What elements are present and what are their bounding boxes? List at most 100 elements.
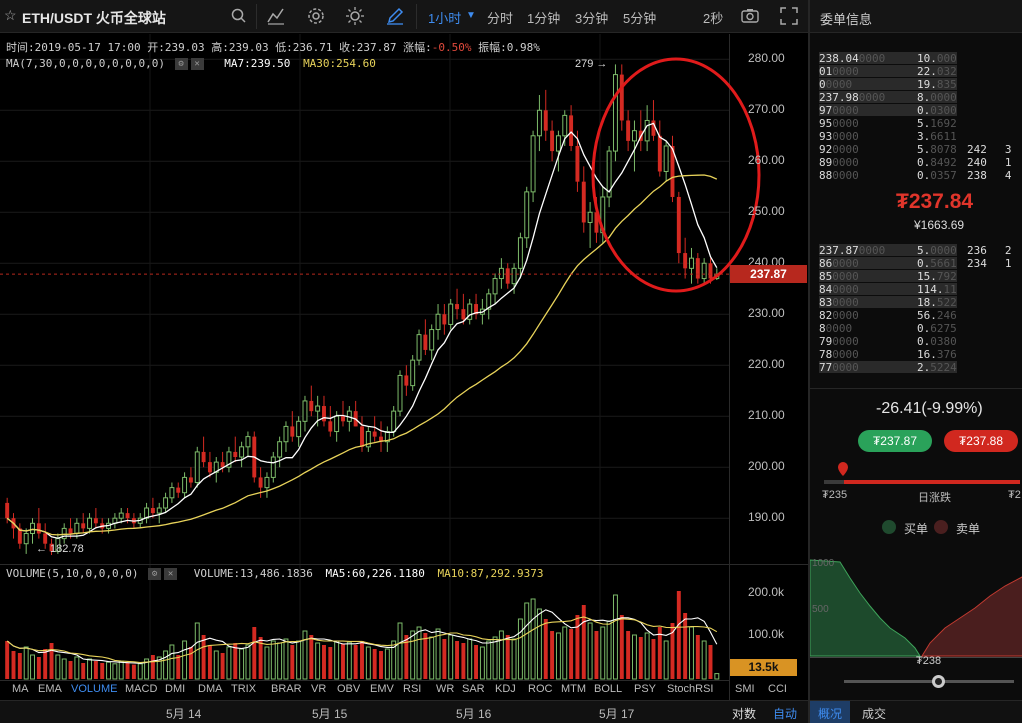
indicator-volume[interactable]: VOLUME: [71, 683, 118, 695]
candle: [233, 451, 238, 458]
close-icon[interactable]: ✕: [164, 568, 178, 580]
indicator-vr[interactable]: VR: [311, 683, 327, 695]
indicator-psy[interactable]: PSY: [634, 683, 657, 695]
location-pin-icon: [838, 462, 848, 476]
candle: [575, 145, 580, 182]
indicator-emv[interactable]: EMV: [370, 683, 394, 695]
buy-price-button[interactable]: ₮237.87: [858, 430, 932, 452]
candle: [309, 400, 314, 412]
candle: [467, 303, 473, 320]
search-icon[interactable]: [229, 6, 249, 26]
indicator-trix[interactable]: TRIX: [231, 683, 257, 695]
kline-chart[interactable]: [0, 34, 808, 700]
indicator-chart-icon[interactable]: [266, 6, 286, 26]
annotation-circle: [591, 57, 761, 293]
volume-bar: [245, 644, 251, 680]
range-label: 日涨跌: [918, 492, 951, 504]
candle: [188, 477, 193, 483]
candle: [555, 135, 561, 152]
symbol-title[interactable]: ETH/USDT 火币全球站: [22, 10, 166, 26]
candle: [474, 304, 479, 315]
refresh-rate[interactable]: 2秒: [703, 11, 724, 26]
chevron-down-icon[interactable]: ▼: [466, 10, 476, 21]
indicator-rsi[interactable]: RSI: [403, 683, 422, 695]
sell-legend: 卖单: [956, 522, 981, 536]
volume-bar: [36, 657, 41, 679]
candle: [264, 476, 270, 489]
indicator-mtm[interactable]: MTM: [561, 683, 587, 695]
indicator-boll[interactable]: BOLL: [594, 683, 623, 695]
volume-bar: [17, 653, 22, 679]
volume-bar: [100, 663, 105, 679]
candle: [612, 74, 618, 152]
vol-axis-label: 200.0k: [748, 585, 785, 599]
candle: [283, 425, 289, 443]
zoom-slider[interactable]: [844, 680, 1014, 683]
ma-legend: MA(7,30,0,0,0,0,0,0,0,0) ⚙ ✕ MA7:239.50 M…: [6, 57, 376, 70]
volume-bar: [695, 635, 700, 679]
close-icon[interactable]: ✕: [190, 58, 204, 70]
volume-bar: [562, 626, 568, 680]
indicator-dmi[interactable]: DMI: [165, 683, 186, 695]
candle: [5, 502, 10, 519]
interval-5m[interactable]: 5分钟: [623, 11, 657, 26]
depth-label: 500: [812, 604, 829, 615]
candle: [631, 130, 637, 142]
settings-icon[interactable]: ⚙: [174, 58, 188, 70]
candle: [328, 421, 333, 432]
volume-bar: [714, 673, 720, 680]
candle: [404, 375, 409, 386]
range-high: ₮2: [1008, 489, 1021, 501]
volume-bar: [517, 618, 523, 680]
candle: [543, 110, 548, 131]
candle: [201, 451, 206, 463]
volume-bar: [239, 648, 245, 680]
volume-bar: [461, 643, 466, 679]
sell-price-button[interactable]: ₮237.88: [944, 430, 1018, 452]
order-row-extra: 242 3: [967, 143, 1012, 156]
current-price-tag: 237.87: [730, 265, 807, 284]
indicator-stochrsi[interactable]: StochRSI: [667, 683, 714, 695]
slider-handle[interactable]: [932, 675, 945, 688]
tab-overview[interactable]: 概况: [818, 707, 843, 721]
interval-3m[interactable]: 3分钟: [575, 11, 609, 26]
star-icon[interactable]: ☆: [4, 7, 17, 23]
interval-1m[interactable]: 1分钟: [527, 11, 561, 26]
tab-trades[interactable]: 成交: [862, 707, 887, 721]
settings-icon[interactable]: ⚙: [148, 568, 162, 580]
candle: [245, 436, 251, 448]
gear-icon[interactable]: [306, 6, 326, 26]
camera-icon[interactable]: [740, 6, 760, 26]
indicator-ma[interactable]: MA: [12, 683, 29, 695]
candle: [587, 211, 593, 223]
indicator-sar[interactable]: SAR: [462, 683, 485, 695]
volume-bar: [68, 661, 73, 679]
indicator-ema[interactable]: EMA: [38, 683, 62, 695]
fullscreen-icon[interactable]: [779, 6, 799, 26]
candle: [372, 431, 377, 437]
indicator-macd[interactable]: MACD: [125, 683, 158, 695]
interval-timeline[interactable]: 分时: [487, 11, 514, 26]
indicator-cci[interactable]: CCI: [768, 683, 787, 695]
indicator-smi[interactable]: SMI: [735, 683, 755, 695]
interval-1h[interactable]: 1小时: [428, 11, 462, 26]
candle: [651, 120, 656, 136]
indicator-kdj[interactable]: KDJ: [495, 683, 516, 695]
indicator-roc[interactable]: ROC: [528, 683, 553, 695]
indicator-obv[interactable]: OBV: [337, 683, 361, 695]
auto-scale-button[interactable]: 自动: [773, 707, 798, 721]
order-row-extra: 236 2: [967, 244, 1012, 257]
volume-bar: [169, 644, 175, 680]
vol-ma5-value: MA5:60,226.1180: [325, 567, 425, 580]
volume-bar: [55, 654, 61, 680]
indicator-brar[interactable]: BRAR: [271, 683, 302, 695]
indicator-dma[interactable]: DMA: [198, 683, 223, 695]
indicator-wr[interactable]: WR: [436, 683, 455, 695]
log-scale-button[interactable]: 对数: [732, 707, 757, 721]
theme-sun-icon[interactable]: [345, 6, 365, 26]
volume-bar: [442, 639, 447, 679]
volume-bar: [486, 640, 492, 680]
price-axis-label: 250.00: [748, 204, 785, 219]
draw-pen-icon[interactable]: [385, 6, 405, 26]
candle: [683, 253, 688, 269]
